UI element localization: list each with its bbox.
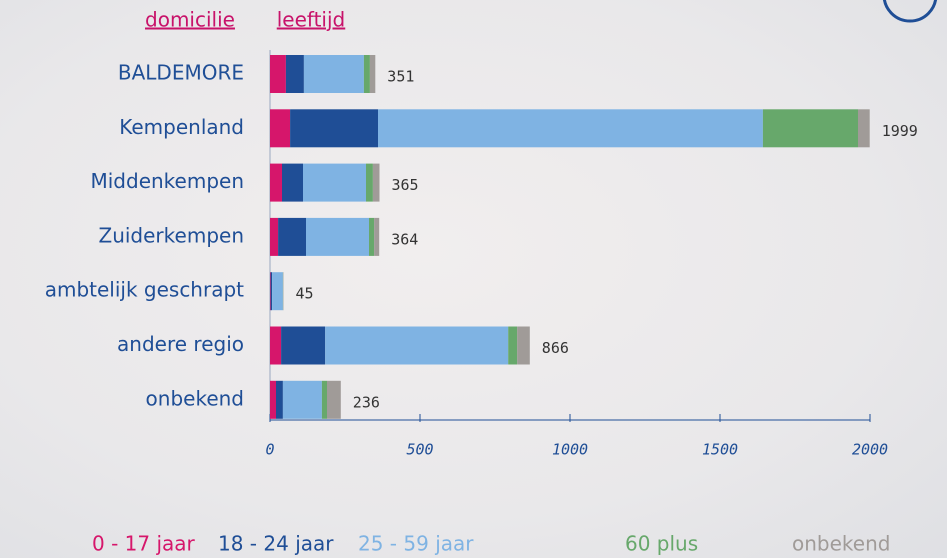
category-label: Zuiderkempen <box>99 223 245 247</box>
x-tick-label: 2000 <box>852 441 888 459</box>
bar-segment <box>369 55 376 93</box>
category-label: andere regio <box>117 332 244 356</box>
bar-segment <box>378 109 763 148</box>
bar-segment <box>517 326 530 365</box>
legend-label: 0 - 17 jaar <box>92 532 196 556</box>
legend-label: onbekend <box>792 532 890 556</box>
bar-segment <box>270 272 271 311</box>
bar-segment <box>282 380 322 419</box>
bar-segment <box>276 380 283 419</box>
tab-domicilie[interactable]: domicilie <box>145 8 235 32</box>
bar-segment <box>321 380 327 419</box>
bar-segment <box>366 163 373 202</box>
category-label: Kempenland <box>119 115 244 139</box>
total-label: 365 <box>392 176 419 194</box>
total-label: 45 <box>296 285 314 303</box>
bar-segment <box>272 272 283 311</box>
bar-segment <box>270 109 291 148</box>
x-tick-label: 500 <box>406 441 433 459</box>
bar-segment <box>270 272 273 311</box>
bar-segment <box>281 326 326 365</box>
bar-segment <box>325 326 509 365</box>
total-label: 351 <box>387 68 414 86</box>
bar-segment <box>306 217 369 256</box>
bar-segment <box>270 55 286 93</box>
category-label: ambtelijk geschrapt <box>45 278 244 302</box>
bar-segment <box>374 217 380 256</box>
bar-segment <box>270 163 282 202</box>
total-label: 1999 <box>882 122 918 140</box>
bar-segment <box>363 55 370 93</box>
legend-label: 60 plus <box>625 532 698 556</box>
bar-segment <box>327 380 341 419</box>
bar-segment <box>270 326 282 365</box>
category-label: onbekend <box>146 386 244 410</box>
tab-leeftijd[interactable]: leeftijd <box>277 8 346 32</box>
bar-segment <box>270 217 279 256</box>
category-label: Middenkempen <box>90 169 244 193</box>
x-tick-label: 1500 <box>702 441 738 459</box>
legend-label: 18 - 24 jaar <box>218 532 334 556</box>
total-label: 236 <box>353 393 380 411</box>
bar-segment <box>369 217 375 256</box>
bar-segment <box>282 163 303 202</box>
legend-label: 25 - 59 jaar <box>358 532 474 556</box>
logo <box>882 0 938 23</box>
bar-segment <box>372 163 380 202</box>
bar-segment <box>762 109 858 148</box>
bar-segment <box>303 163 366 202</box>
bar-segment <box>290 109 378 148</box>
x-tick-label: 0 <box>265 441 274 459</box>
x-tick-label: 1000 <box>552 441 588 459</box>
bar-segment <box>285 55 304 93</box>
category-label: BALDEMORE <box>118 61 244 85</box>
bar-segment <box>858 109 870 148</box>
bar-segment <box>303 55 364 93</box>
bar-segment <box>270 380 276 419</box>
bar-segment <box>508 326 518 365</box>
bar-segment <box>278 217 306 256</box>
total-label: 866 <box>542 339 569 357</box>
total-label: 364 <box>391 230 418 248</box>
